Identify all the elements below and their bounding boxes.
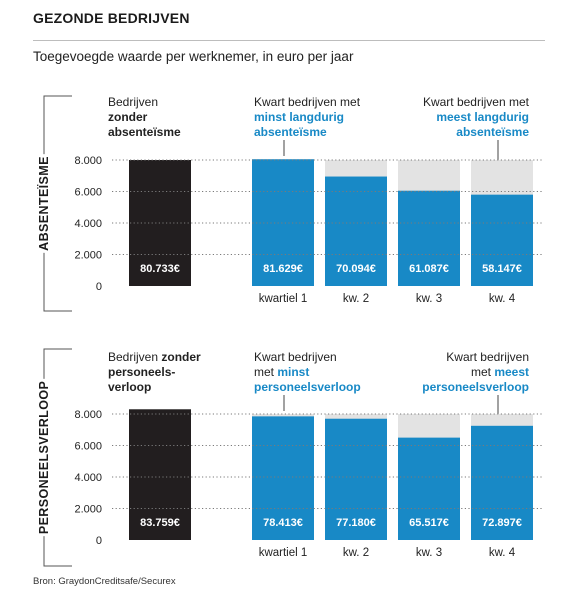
category-label: kwartiel 1 [259, 293, 308, 305]
annotation-least-turnover-line3: personeelsverloop [254, 380, 361, 394]
annotation-most-turnover-line2: met meest [471, 365, 529, 379]
data-label: 81.629€ [263, 263, 303, 275]
category-label: kw. 4 [489, 547, 516, 559]
chart-title: GEZONDE BEDRIJVEN [33, 10, 190, 26]
data-label: 65.517€ [409, 517, 449, 529]
annotation-least-turnover-line2: met minst [254, 365, 309, 379]
annotation-most-absence-line1: Kwart bedrijven met [423, 95, 530, 109]
category-label: kwartiel 1 [259, 547, 308, 559]
title-divider [33, 40, 545, 41]
group-label-personeelsverloop: PERSONEELSVERLOOP [37, 381, 51, 534]
bar-quartile [325, 176, 387, 286]
source-note: Bron: GraydonCreditsafe/Securex [33, 576, 176, 587]
y-tick-label: 0 [96, 535, 102, 547]
annotation-most-turnover-line3: personeelsverloop [422, 380, 529, 394]
data-label: 61.087€ [409, 263, 449, 275]
annotation-no-turnover-line1: Bedrijven zonder [108, 350, 201, 364]
y-tick-label: 6.000 [74, 441, 102, 453]
y-tick-label: 6.000 [74, 187, 102, 199]
annotation-least-absence-line3: absenteïsme [254, 125, 327, 139]
bar-reference-company [129, 409, 191, 540]
data-label: 72.897€ [482, 517, 522, 529]
category-label: kw. 2 [343, 547, 369, 559]
annotation-no-absence-line1: Bedrijven [108, 95, 158, 109]
y-tick-label: 4.000 [74, 472, 102, 484]
bar-quartile [471, 425, 533, 540]
bar-quartile [398, 437, 460, 540]
bar-quartile [252, 416, 314, 540]
y-tick-label: 8.000 [74, 409, 102, 421]
bar-quartile [398, 190, 460, 286]
annotation-no-absence-line2: zonder [108, 110, 148, 124]
data-label: 70.094€ [336, 263, 376, 275]
data-label: 83.759€ [140, 517, 180, 529]
y-tick-label: 2.000 [74, 250, 102, 262]
annotations-personeelsverloop: Bedrijven zonder personeels- verloop Kwa… [108, 350, 529, 425]
annotation-most-absence-line3: absenteïsme [456, 125, 529, 139]
annotation-least-turnover-line1: Kwart bedrijven [254, 350, 337, 364]
annotation-no-absence-line3: absenteïsme [108, 125, 181, 139]
bar-quartile [471, 194, 533, 286]
annotation-most-absence-line2: meest langdurig [436, 110, 529, 124]
group-label-absenteisme: ABSENTEÏSME [36, 156, 51, 251]
category-label: kw. 4 [489, 293, 516, 305]
annotation-no-turnover-line2: personeels- [108, 365, 175, 379]
annotation-least-absence-line2: minst langdurig [254, 110, 344, 124]
category-label: kw. 3 [416, 547, 442, 559]
annotation-no-turnover-line3: verloop [108, 380, 151, 394]
category-label: kw. 2 [343, 293, 369, 305]
y-tick-label: 2.000 [74, 504, 102, 516]
group-label-backing-absenteisme [32, 154, 55, 253]
y-tick-label: 8.000 [74, 155, 102, 167]
annotation-most-turnover-line1: Kwart bedrijven [446, 350, 529, 364]
data-label: 80.733€ [140, 263, 180, 275]
y-tick-label: 4.000 [74, 218, 102, 230]
group-label-backing-personeelsverloop [33, 378, 55, 537]
chart-subtitle: Toegevoegde waarde per werknemer, in eur… [33, 49, 354, 64]
data-label: 58.147€ [482, 263, 522, 275]
bar-quartile [325, 418, 387, 540]
annotation-least-absence-line1: Kwart bedrijven met [254, 95, 361, 109]
y-tick-label: 0 [96, 281, 102, 293]
data-label: 78.413€ [263, 517, 303, 529]
category-label: kw. 3 [416, 293, 442, 305]
data-label: 77.180€ [336, 517, 376, 529]
annotations-absenteisme: Bedrijven zonder absenteïsme Kwart bedri… [108, 95, 530, 186]
